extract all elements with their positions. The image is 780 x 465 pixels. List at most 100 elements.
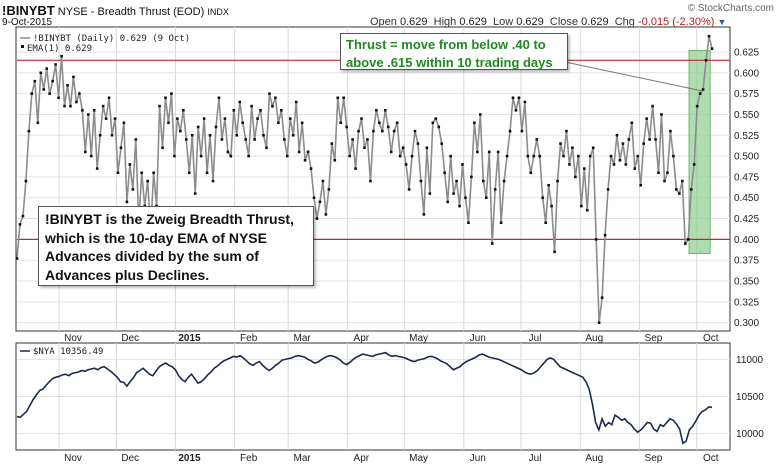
data-point xyxy=(618,158,622,162)
data-point xyxy=(666,171,669,175)
main-y-tick-label: 0.550 xyxy=(734,110,759,121)
data-point xyxy=(544,221,547,225)
data-point xyxy=(588,154,592,158)
main-y-axis: 0.300 0.325 0.350 0.375 0.400 0.425 0.450 0.475… xyxy=(734,47,759,329)
copyright-label: © StockCharts.com xyxy=(687,3,774,14)
data-point xyxy=(419,179,423,183)
data-point xyxy=(669,129,672,133)
main-y-tick-label: 0.450 xyxy=(734,193,759,204)
data-point xyxy=(253,138,256,141)
data-point xyxy=(645,117,648,120)
data-point xyxy=(413,129,417,133)
main-x-tick-label: Apr xyxy=(354,333,370,344)
data-point xyxy=(72,75,75,79)
data-point xyxy=(577,154,580,158)
data-point xyxy=(283,138,286,141)
data-point xyxy=(217,96,221,100)
data-point xyxy=(678,192,681,195)
data-point xyxy=(443,171,446,175)
data-point xyxy=(499,221,503,225)
data-point xyxy=(42,88,46,91)
nya-x-tick-label: Nov xyxy=(64,453,82,464)
data-point xyxy=(327,188,331,191)
data-point xyxy=(431,121,435,125)
data-point xyxy=(375,108,378,112)
data-point xyxy=(571,146,574,150)
main-x-tick-label: Feb xyxy=(240,333,258,344)
main-y-tick-label: 0.625 xyxy=(734,47,759,58)
data-point xyxy=(235,133,239,137)
data-point xyxy=(606,188,610,191)
data-point xyxy=(660,113,663,116)
data-point xyxy=(609,154,613,158)
data-point xyxy=(89,154,93,158)
data-point xyxy=(695,104,699,108)
main-y-tick-label: 0.525 xyxy=(734,131,759,142)
data-point xyxy=(190,133,194,137)
data-point xyxy=(404,163,408,166)
main-x-tick-label: Oct xyxy=(703,333,719,344)
nya-y-axis: 10000 10500 11000 xyxy=(736,355,764,440)
nya-x-tick-label: Aug xyxy=(585,453,603,464)
data-point xyxy=(363,146,366,150)
data-point xyxy=(624,163,628,166)
data-point xyxy=(193,192,197,195)
thrust-highlight xyxy=(688,49,711,254)
data-point xyxy=(167,121,170,125)
data-point xyxy=(600,296,604,299)
nya-x-tick-label: Jun xyxy=(470,453,486,464)
data-point xyxy=(440,142,444,145)
main-y-tick-label: 0.425 xyxy=(734,214,759,225)
data-point xyxy=(262,133,265,137)
chg-label: Chg xyxy=(614,16,635,28)
nya-x-tick-label: Jul xyxy=(529,453,542,464)
data-point xyxy=(63,104,66,108)
data-point xyxy=(360,117,363,120)
data-point xyxy=(211,179,215,183)
data-point xyxy=(176,117,179,120)
data-point xyxy=(280,108,283,112)
data-point xyxy=(603,233,607,237)
chg-value: -0.015 (-2.30%) xyxy=(637,16,715,28)
data-point xyxy=(324,213,328,216)
data-point xyxy=(580,204,583,208)
data-point xyxy=(535,138,539,141)
symbol-description: NYSE - Breadth Thrust (EOD) xyxy=(57,6,205,18)
data-point xyxy=(657,171,660,175)
main-x-tick-label: Aug xyxy=(585,333,603,344)
data-point xyxy=(229,154,233,158)
data-point xyxy=(517,96,521,100)
data-point xyxy=(182,108,185,112)
nya-line xyxy=(16,351,713,445)
data-point xyxy=(654,138,657,141)
data-point xyxy=(330,142,334,145)
data-point xyxy=(594,238,598,241)
data-point xyxy=(369,179,372,183)
data-point xyxy=(78,92,81,95)
data-point xyxy=(238,100,242,104)
data-point xyxy=(21,214,25,218)
data-point xyxy=(354,167,357,170)
data-point xyxy=(274,96,277,100)
data-point xyxy=(568,163,571,166)
data-point xyxy=(128,163,132,166)
data-point xyxy=(467,221,470,225)
data-point xyxy=(196,125,200,129)
data-point xyxy=(30,92,34,95)
data-point xyxy=(300,121,304,125)
data-point xyxy=(505,154,509,158)
dropdown-arrow-icon[interactable]: ▼ xyxy=(717,17,727,27)
data-point xyxy=(92,108,96,112)
data-point xyxy=(672,154,675,158)
data-point xyxy=(348,154,351,158)
data-point xyxy=(585,208,589,212)
data-point xyxy=(15,257,19,260)
data-point xyxy=(24,179,28,183)
nya-x-tick-label: May xyxy=(409,453,428,464)
data-point xyxy=(366,138,369,141)
data-point xyxy=(297,150,301,154)
data-point xyxy=(268,92,271,95)
low-value: 0.629 xyxy=(516,16,544,28)
data-point xyxy=(277,121,280,125)
data-point xyxy=(538,154,542,158)
